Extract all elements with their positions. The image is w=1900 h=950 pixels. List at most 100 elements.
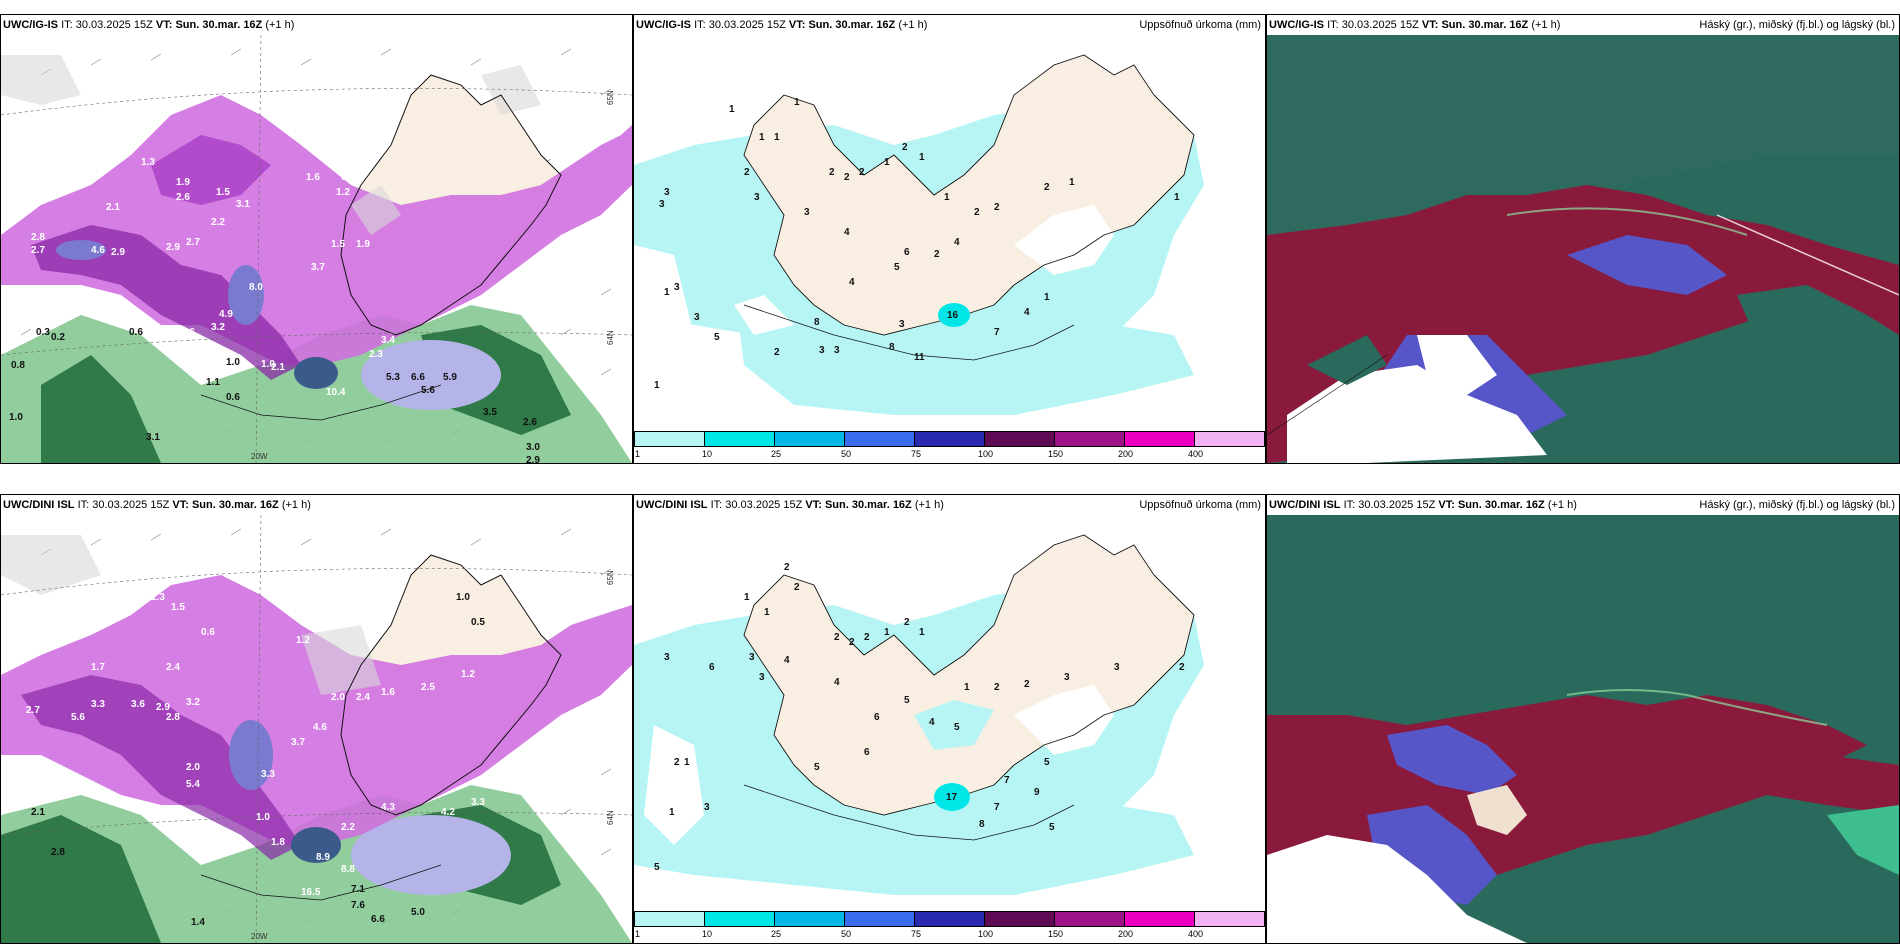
row1-precip-title: Uppsöfnuð úrkoma (mm): [1139, 19, 1261, 31]
row1-value-label: 5.6: [421, 385, 435, 396]
row1-value-label: 2.8: [31, 232, 45, 243]
row1-precip-value: 1: [884, 157, 890, 168]
colorbar-swatch: [774, 431, 845, 447]
row1-precip-value: 11: [914, 352, 925, 363]
colorbar-swatch: [914, 911, 985, 927]
row1-value-label: 3.0: [526, 442, 540, 453]
row2-value-label: 2.2: [341, 822, 355, 833]
row2-precip-value: 3: [759, 672, 765, 683]
row2-precip-map: 2 2 1 1 2 2 2 1 2 1 3 6 3 4 3 4 5 6 4 1 …: [634, 515, 1265, 909]
row2-cloud-map: [1267, 515, 1899, 943]
row2-precip-value: 4: [929, 717, 935, 728]
row2-value-label: 2.1: [31, 807, 45, 818]
colorbar-tick: 400: [1188, 929, 1204, 939]
row1-value-label: 1.2: [336, 187, 350, 198]
row2-left-header: UWC/DINI ISL IT: 30.03.2025 15Z VT: Sun.…: [3, 499, 311, 511]
row1-lat-label-2: 64N: [606, 330, 615, 345]
row2-value-label: 7.6: [351, 900, 365, 911]
row1-precip-value: 4: [844, 227, 850, 238]
row1-precip-value: 2: [859, 167, 865, 178]
row2-value-label: 4.3: [381, 802, 395, 813]
row2-precip-value: 5: [814, 762, 820, 773]
colorbar-swatch: [1194, 911, 1265, 927]
row1-value-label: 0.5: [71, 132, 85, 143]
row2-value-label: 2.4: [166, 662, 180, 673]
row2-value-label: 1.3: [151, 592, 165, 603]
colorbar-swatch: [704, 431, 775, 447]
row1-precip-map: 1 1 1 1 2 2 2 1 2 1 3 3 2 3 1 2 2 2 1 1 …: [634, 35, 1265, 429]
row2-precip-value: 7: [1004, 775, 1010, 786]
row2-value-label: 1.0: [256, 812, 270, 823]
row1-value-label: 2.9: [166, 242, 180, 253]
row1-precip-value: 1: [1174, 192, 1180, 203]
row1-value-label: 5.3: [386, 372, 400, 383]
row1-precip-value: 3: [804, 207, 810, 218]
row2-value-label: 5.0: [411, 907, 425, 918]
row2-value-label: 3.3: [91, 699, 105, 710]
row1-value-label: 0.5: [341, 172, 355, 183]
row1-value-label: 0.3: [36, 327, 50, 338]
row1-precip-value: 8: [889, 342, 895, 353]
row1-precip-value: 3: [834, 345, 840, 356]
row2-precip-value: 5: [1044, 757, 1050, 768]
row2-precip-value: 1: [919, 627, 925, 638]
row1-value-label: 0.2: [51, 332, 65, 343]
row1-value-label: 1.6: [306, 172, 320, 183]
colorbar-tick: 10: [702, 929, 713, 939]
row2-precip-value: 4: [834, 677, 840, 688]
colorbar-swatch: [984, 431, 1055, 447]
colorbar-swatch: [1124, 911, 1195, 927]
row1-value-label: 0.6: [226, 392, 240, 403]
row2-precip-value: 1: [884, 627, 890, 638]
row1-precip-value: 1: [1069, 177, 1075, 188]
row1-value-label: 2.2: [211, 217, 225, 228]
row1-precip-value: 1: [654, 380, 660, 391]
row2-lon-label: 20W: [251, 932, 268, 941]
row1-precip-header: UWC/IG-IS IT: 30.03.2025 15Z VT: Sun. 30…: [634, 15, 1265, 35]
colorbar-swatch: [634, 911, 705, 927]
row1-precip-value: 8: [814, 317, 820, 328]
row2-precip-value: 1: [964, 682, 970, 693]
row2-precip-value: 3: [749, 652, 755, 663]
row1-value-label: 1.9: [356, 239, 370, 250]
row2-precip-value: 6: [709, 662, 715, 673]
row1-precip-value: 1: [664, 287, 670, 298]
row2-precip-panel: UWC/DINI ISL IT: 30.03.2025 15Z VT: Sun.…: [633, 494, 1266, 944]
row1-value-label: 2.1: [271, 362, 285, 373]
row2-precip-value: 2: [904, 617, 910, 628]
row1-value-label: 2.6: [523, 417, 537, 428]
row2-value-label: 2.0: [186, 762, 200, 773]
colorbar-swatch: [634, 431, 705, 447]
row1-precip-value: 6: [904, 247, 910, 258]
row2-precip-value: 1: [744, 592, 750, 603]
row1-value-label: 2.1: [106, 202, 120, 213]
row2-lat-label: 65N: [606, 570, 615, 585]
row1-precip-value: 4: [849, 277, 855, 288]
row1-precip-value: 7: [994, 327, 1000, 338]
colorbar-tick: 400: [1188, 449, 1204, 459]
row2-value-label: 5.4: [186, 779, 200, 790]
row2-precip-value: 2: [794, 582, 800, 593]
colorbar-tick: 25: [771, 929, 782, 939]
row2-value-label: 1.0: [456, 592, 470, 603]
row1-value-label: 0.8: [11, 360, 25, 371]
row1-value-label: 3.7: [311, 262, 325, 273]
row1-cloud-panel: UWC/IG-IS IT: 30.03.2025 15Z VT: Sun. 30…: [1266, 14, 1900, 464]
row1-precip-value: 1: [794, 97, 800, 108]
row2-cloud-title: Háský (gr.), miðský (fj.bl.) og lágský (…: [1699, 499, 1895, 511]
row1-value-label: 3.2: [211, 322, 225, 333]
row1-value-label: 0.6: [129, 327, 143, 338]
row1-value-label: 2.6: [176, 192, 190, 203]
row1-left-panel: UWC/IG-IS IT: 30.03.2025 15Z VT: Sun. 30…: [0, 14, 633, 464]
row2-value-label: 2.4: [356, 692, 370, 703]
colorbar-swatch: [1054, 911, 1125, 927]
row1-value-label: 3.1: [236, 199, 250, 210]
row2-lat-label-2: 64N: [606, 810, 615, 825]
row1-lon-label: 20W: [251, 452, 268, 461]
colorbar-tick: 75: [911, 449, 922, 459]
row2-value-label: 5.6: [71, 712, 85, 723]
row2-precip-value: 6: [874, 712, 880, 723]
row1-value-label: 2.7: [186, 237, 200, 248]
row2-precip-value: 2: [849, 637, 855, 648]
row1-precip-value: 2: [974, 207, 980, 218]
